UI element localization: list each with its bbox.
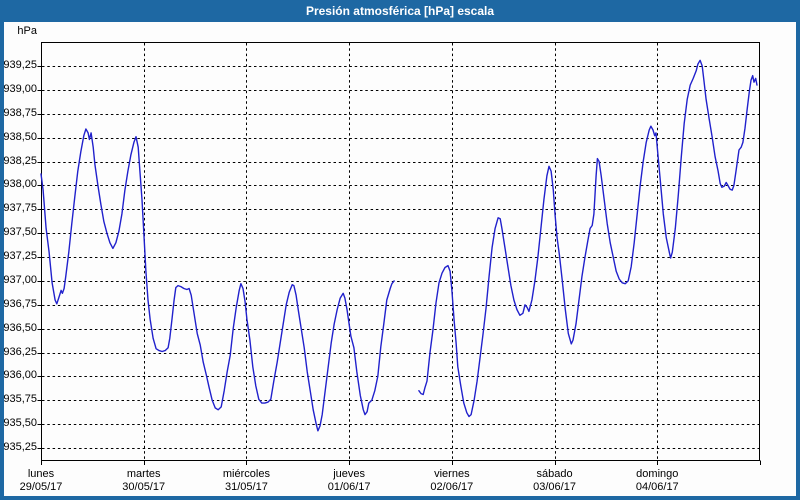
y-tick-label: 937,00 — [3, 273, 37, 286]
y-tick-label: 935,25 — [3, 441, 37, 453]
x-day-label: miércoles — [222, 468, 270, 480]
y-tick-label: 938,75 — [3, 106, 37, 119]
pressure-line-segment — [40, 128, 395, 432]
window-title: Presión atmosférica [hPa] escala — [305, 4, 495, 18]
y-tick-label: 938,50 — [3, 130, 37, 143]
pressure-line-segment — [418, 59, 758, 418]
y-tick-label: 939,00 — [3, 82, 37, 95]
y-tick-label: 937,25 — [3, 250, 37, 262]
y-tick-label: 936,00 — [3, 369, 37, 382]
x-day-label: martes — [126, 468, 161, 480]
y-tick-label: 936,25 — [3, 345, 37, 358]
x-day-label: viernes — [434, 468, 470, 480]
x-date-label: 01/06/17 — [327, 481, 371, 493]
y-tick-label: 935,75 — [3, 393, 37, 406]
x-date-label: 03/06/17 — [533, 481, 576, 493]
window-border-bottom — [0, 496, 800, 500]
window-titlebar: Presión atmosférica [hPa] escala — [0, 0, 800, 22]
y-axis-unit-label: hPa — [17, 25, 37, 37]
x-day-label: sábado — [536, 468, 573, 480]
x-day-label: lunes — [27, 468, 55, 480]
plot-border — [41, 42, 760, 461]
y-tick-label: 936,50 — [3, 321, 37, 334]
y-tick-label: 938,25 — [3, 154, 37, 167]
window-border-left — [0, 22, 4, 500]
x-date-label: 31/05/17 — [225, 481, 268, 493]
x-date-label: 29/05/17 — [19, 481, 63, 493]
y-tick-label: 938,00 — [3, 178, 37, 191]
x-date-label: 04/06/17 — [635, 481, 679, 493]
y-tick-label: 939,25 — [3, 59, 37, 71]
x-day-label: jueves — [333, 468, 366, 480]
x-date-label: 30/05/17 — [122, 481, 166, 493]
y-tick-label: 935,50 — [3, 417, 37, 430]
x-day-label: domingo — [636, 468, 679, 480]
window-border-right — [796, 22, 800, 500]
y-tick-label: 937,75 — [3, 202, 37, 215]
y-tick-label: 937,50 — [3, 226, 37, 239]
y-tick-label: 936,75 — [3, 297, 37, 310]
x-date-label: 02/06/17 — [430, 481, 474, 493]
